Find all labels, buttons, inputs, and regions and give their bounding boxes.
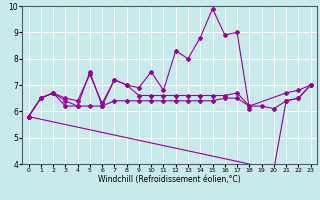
- X-axis label: Windchill (Refroidissement éolien,°C): Windchill (Refroidissement éolien,°C): [98, 175, 241, 184]
